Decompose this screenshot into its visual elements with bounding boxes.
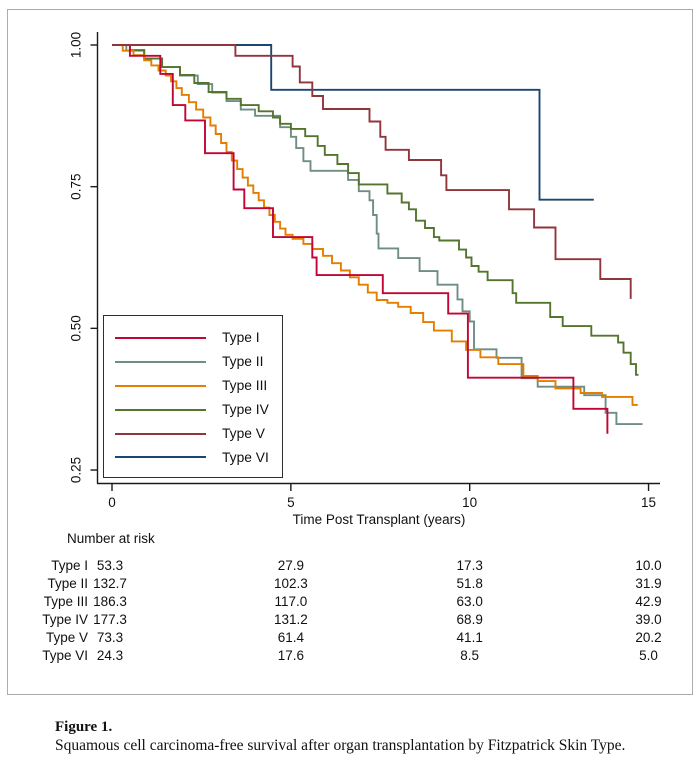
legend-item-label: Type III <box>222 378 268 394</box>
risk-value: 131.2 <box>273 611 308 627</box>
legend-swatch-line <box>115 384 206 387</box>
legend-item: Type VI <box>104 445 282 469</box>
survival-curve-type-iii <box>112 44 638 406</box>
risk-row: Type IV 177.3 131.2 68.9 39.0 <box>0 612 700 629</box>
risk-row-label: Type VI <box>42 647 88 663</box>
legend-item-label: Type I <box>222 330 260 346</box>
figure-caption-title: Figure 1. <box>55 719 113 735</box>
legend-swatch-line <box>115 336 206 339</box>
legend-swatch-line <box>115 432 206 435</box>
y-tick-label: 0.25 <box>69 457 84 483</box>
legend-swatch-line <box>115 360 206 363</box>
legend-item-label: Type V <box>222 426 265 441</box>
x-tick-label: 0 <box>108 495 116 510</box>
risk-table-header: Number at risk <box>67 531 155 546</box>
risk-value: 41.1 <box>456 629 483 645</box>
risk-value: 8.5 <box>460 647 480 663</box>
risk-row: Type III 186.3 117.0 63.0 42.9 <box>0 594 700 611</box>
risk-row: Type II 132.7 102.3 51.8 31.9 <box>0 576 700 593</box>
x-tick-label: 15 <box>641 495 656 510</box>
risk-value: 177.3 <box>93 611 127 627</box>
risk-value: 132.7 <box>93 575 127 591</box>
risk-row: Type VI 24.3 17.6 8.5 5.0 <box>0 648 700 665</box>
risk-value: 186.3 <box>93 593 127 609</box>
risk-value: 68.9 <box>456 611 483 627</box>
risk-value: 24.3 <box>96 647 124 663</box>
risk-row: Type I 53.3 27.9 17.3 10.0 <box>0 558 700 575</box>
risk-value: 61.4 <box>277 629 304 645</box>
y-tick-label: 0.75 <box>69 174 84 200</box>
risk-value: 10.0 <box>635 558 662 573</box>
risk-value: 42.9 <box>635 593 662 609</box>
risk-value: 17.6 <box>277 647 304 663</box>
y-tick-label: 0.50 <box>69 315 84 341</box>
y-tick-label: 1.00 <box>69 32 84 58</box>
risk-value: 20.2 <box>635 629 662 645</box>
figure-caption-text: Squamous cell carcinoma-free survival af… <box>55 737 626 754</box>
legend-item: Type V <box>104 422 282 446</box>
legend-item: Type III <box>104 374 282 398</box>
risk-value: 27.9 <box>277 558 304 573</box>
risk-row-label: Type III <box>43 593 88 609</box>
x-tick-label: 5 <box>287 495 295 510</box>
survival-curve-type-i <box>112 44 609 434</box>
risk-value: 51.8 <box>456 575 483 591</box>
risk-value: 73.3 <box>96 629 124 645</box>
risk-value: 63.0 <box>456 593 483 609</box>
legend-item-label: Type VI <box>222 449 269 465</box>
risk-value: 53.3 <box>96 558 124 573</box>
risk-row: Type V 73.3 61.4 41.1 20.2 <box>0 630 700 647</box>
survival-curve-type-vi <box>112 44 594 201</box>
legend-swatch-line <box>115 456 206 459</box>
risk-value: 31.9 <box>635 575 662 591</box>
survival-curve-type-iv <box>112 44 639 376</box>
risk-row-label: Type IV <box>42 611 88 627</box>
risk-row-label: Type II <box>47 575 88 591</box>
legend-item: Type I <box>104 326 282 350</box>
survival-curve-type-v <box>112 44 632 299</box>
legend-item: Type IV <box>104 398 282 422</box>
survival-chart: 1.00 0.75 0.50 0.25 0 5 10 15 <box>69 32 660 510</box>
risk-row-label: Type V <box>45 629 88 645</box>
risk-value: 17.3 <box>456 558 483 573</box>
legend-item-label: Type IV <box>222 402 269 418</box>
x-axis-title: Time Post Transplant (years) <box>292 512 466 527</box>
risk-row-label: Type I <box>51 558 88 573</box>
legend-box: Type I Type II Type III Type IV Type V Type V… <box>103 315 283 478</box>
legend-item-label: Type II <box>222 354 264 370</box>
risk-value: 39.0 <box>635 611 662 627</box>
risk-value: 102.3 <box>273 575 308 591</box>
risk-value: 5.0 <box>639 647 658 663</box>
risk-value: 117.0 <box>274 593 308 609</box>
x-tick-label: 10 <box>462 495 477 510</box>
legend-item: Type II <box>104 350 282 374</box>
legend-swatch-line <box>115 408 206 411</box>
